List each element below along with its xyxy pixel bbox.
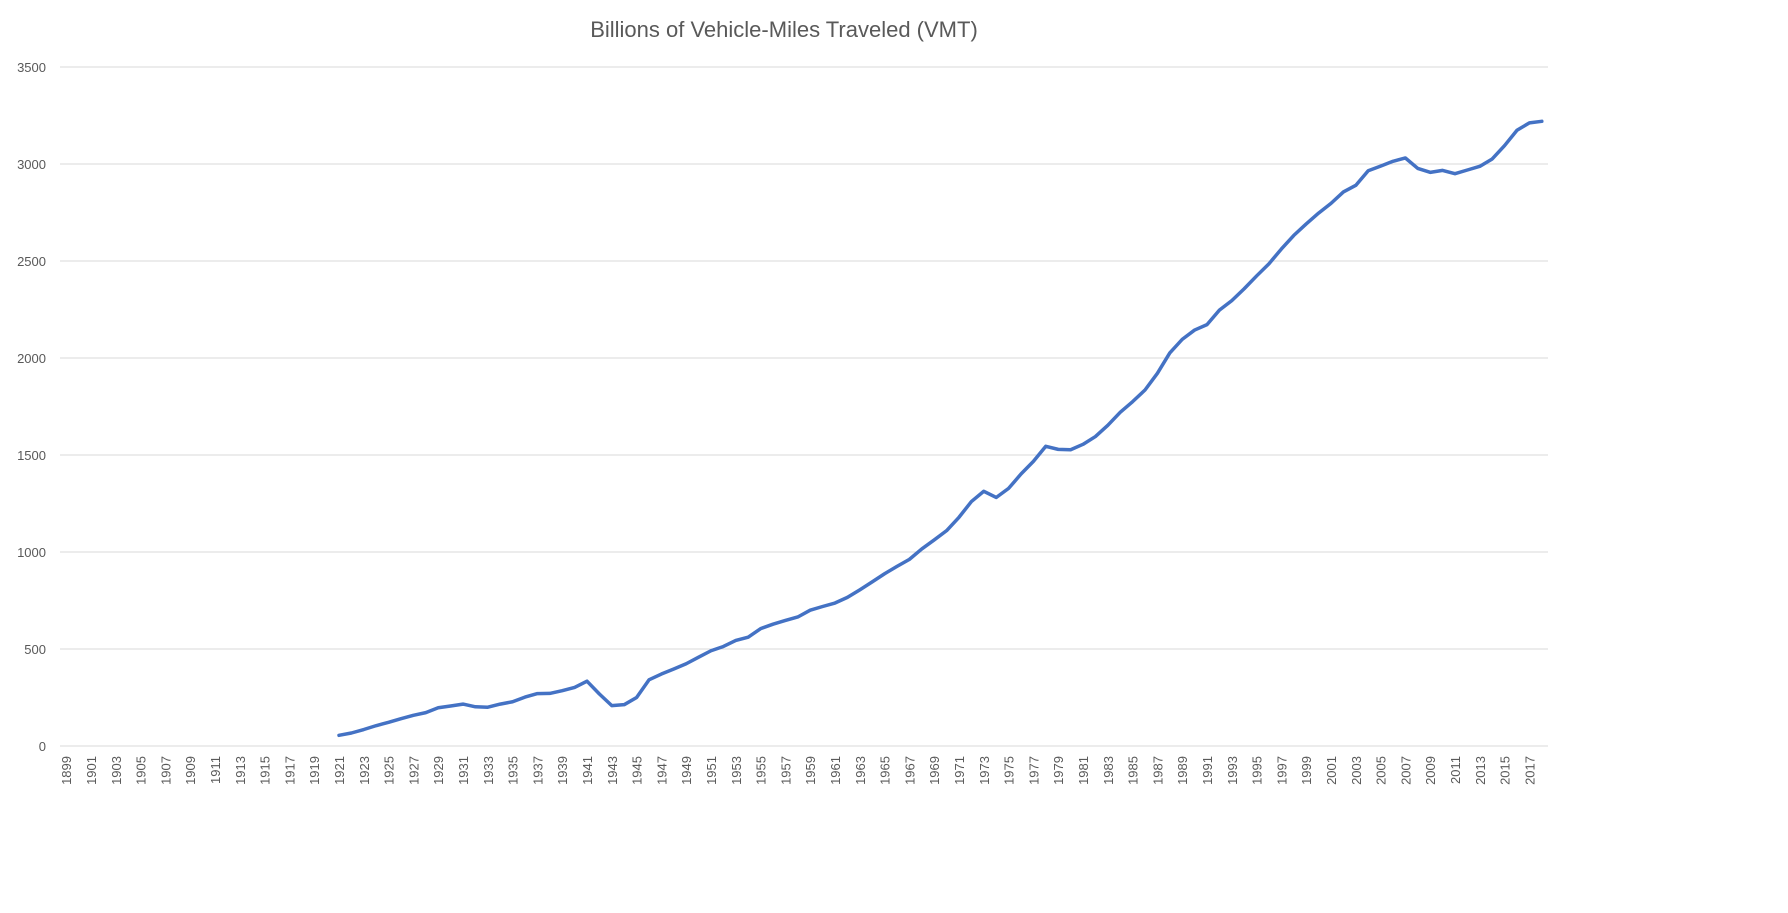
x-tick-label: 1923: [357, 756, 372, 785]
x-tick-label: 1983: [1101, 756, 1116, 785]
x-tick-label: 1975: [1002, 756, 1017, 785]
x-tick-label: 1903: [109, 756, 124, 785]
x-tick-label: 2009: [1423, 756, 1438, 785]
gridlines: [60, 66, 1548, 747]
x-tick-label: 1913: [233, 756, 248, 785]
x-tick-label: 1943: [605, 756, 620, 785]
series-line: [337, 119, 1544, 738]
x-tick-label: 1933: [481, 756, 496, 785]
x-tick-label: 1969: [927, 756, 942, 785]
x-tick-label: 1991: [1200, 756, 1215, 785]
x-tick-label: 1979: [1051, 756, 1066, 785]
x-tick-label: 1993: [1225, 756, 1240, 785]
y-tick-label: 0: [39, 739, 46, 754]
y-tick-label: 2500: [17, 254, 46, 269]
x-tick-label: 2003: [1349, 756, 1364, 785]
x-tick-label: 1971: [952, 756, 967, 785]
x-tick-label: 1957: [778, 756, 793, 785]
x-tick-label: 1937: [530, 756, 545, 785]
x-tick-label: 1945: [630, 756, 645, 785]
x-tick-label: 1901: [84, 756, 99, 785]
y-tick-label: 1500: [17, 448, 46, 463]
x-tick-label: 1931: [456, 756, 471, 785]
x-tick-label: 1925: [382, 756, 397, 785]
y-tick-label: 3500: [17, 60, 46, 75]
x-tick-label: 1977: [1026, 756, 1041, 785]
x-tick-label: 1941: [580, 756, 595, 785]
x-tick-label: 1989: [1175, 756, 1190, 785]
x-tick-label: 1927: [406, 756, 421, 785]
x-tick-label: 2013: [1473, 756, 1488, 785]
x-tick-label: 1951: [704, 756, 719, 785]
x-tick-label: 1997: [1274, 756, 1289, 785]
x-tick-label: 1915: [258, 756, 273, 785]
x-tick-label: 2001: [1324, 756, 1339, 785]
x-tick-label: 1953: [729, 756, 744, 785]
x-tick-label: 1899: [59, 756, 74, 785]
x-tick-label: 2005: [1374, 756, 1389, 785]
x-tick-label: 2011: [1448, 756, 1463, 784]
x-tick-label: 2007: [1398, 756, 1413, 785]
series-layer: [337, 119, 1544, 738]
x-tick-label: 1955: [754, 756, 769, 785]
x-tick-label: 2017: [1522, 756, 1537, 785]
x-tick-label: 1947: [654, 756, 669, 785]
x-tick-label: 1905: [134, 756, 149, 785]
x-tick-label: 1949: [679, 756, 694, 785]
x-tick-label: 2015: [1498, 756, 1513, 785]
x-tick-label: 1959: [803, 756, 818, 785]
x-tick-label: 1963: [853, 756, 868, 785]
x-tick-label: 1999: [1299, 756, 1314, 785]
x-tick-label: 1985: [1126, 756, 1141, 785]
x-tick-label: 1965: [878, 756, 893, 785]
x-tick-label: 1939: [555, 756, 570, 785]
y-axis-tick-labels: 0 500 1000 1500 2000 2500 3000 3500: [17, 60, 46, 754]
x-tick-label: 1995: [1250, 756, 1265, 785]
x-axis-tick-labels: 1899 1901 1903 1905 1907 1909 1911 1913 1915 1917…: [59, 756, 1537, 785]
x-tick-label: 1929: [431, 756, 446, 785]
y-tick-label: 500: [24, 642, 46, 657]
y-tick-label: 2000: [17, 351, 46, 366]
x-tick-label: 1909: [183, 756, 198, 785]
x-tick-label: 1961: [828, 756, 843, 785]
x-tick-label: 1911: [208, 756, 223, 784]
x-tick-label: 1981: [1076, 756, 1091, 785]
x-tick-label: 1917: [282, 756, 297, 785]
x-tick-label: 1987: [1150, 756, 1165, 785]
y-tick-label: 3000: [17, 157, 46, 172]
y-tick-label: 1000: [17, 545, 46, 560]
x-tick-label: 1935: [506, 756, 521, 785]
x-tick-label: 1907: [158, 756, 173, 785]
x-tick-label: 1921: [332, 756, 347, 785]
x-tick-label: 1967: [902, 756, 917, 785]
x-tick-label: 1919: [307, 756, 322, 785]
chart-title: Billions of Vehicle-Miles Traveled (VMT): [590, 17, 978, 42]
x-tick-label: 1973: [977, 756, 992, 785]
